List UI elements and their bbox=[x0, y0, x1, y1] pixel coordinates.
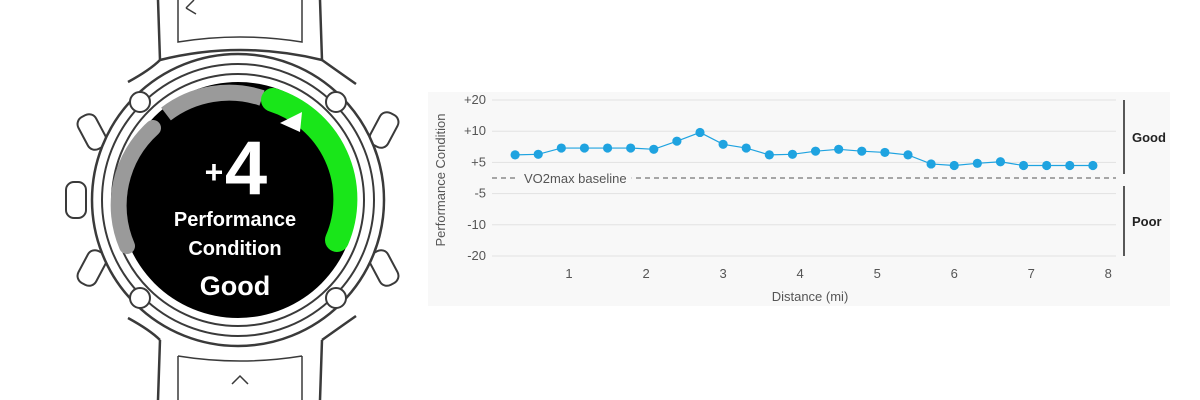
x-tick-label: 5 bbox=[874, 266, 881, 281]
watch-value: 4 bbox=[225, 126, 267, 211]
y-tick-label: -5 bbox=[474, 186, 486, 201]
watch-button-right-upper bbox=[368, 111, 400, 149]
baseline-label-background bbox=[519, 170, 632, 187]
data-point bbox=[695, 127, 705, 138]
watch-strap-top-inner bbox=[177, 0, 303, 43]
watch-label-line2: Condition bbox=[188, 238, 281, 260]
bezel-notch-top-right bbox=[325, 91, 347, 113]
performance-chart-panel: +20 +10 +5 -5 -10 -20 VO2max baseline 1 2 3 4 5 6 7 8 D… bbox=[428, 92, 1170, 306]
data-point bbox=[556, 143, 566, 153]
data-point bbox=[810, 146, 821, 156]
x-tick-label: 8 bbox=[1105, 266, 1112, 281]
data-point bbox=[1018, 160, 1029, 171]
y-tick-label: -10 bbox=[467, 217, 486, 232]
watch-strap-top bbox=[156, 0, 324, 62]
data-point bbox=[834, 144, 844, 154]
gauge-segment-poor bbox=[110, 120, 161, 254]
watch-illustration: + 4 Performance Condition Good bbox=[65, 0, 400, 400]
watch-lug-bottom-left bbox=[127, 316, 161, 341]
gauge-pointer-icon bbox=[280, 112, 302, 132]
x-axis-title: Distance (mi) bbox=[772, 289, 849, 304]
y-axis-title: Performance Condition bbox=[433, 114, 448, 247]
data-point bbox=[718, 139, 728, 149]
data-point bbox=[926, 159, 936, 169]
data-point bbox=[764, 150, 774, 160]
series-line bbox=[515, 131, 1093, 167]
data-point bbox=[972, 158, 982, 168]
x-tick-label: 7 bbox=[1028, 266, 1035, 281]
gauge-segment-good bbox=[261, 88, 358, 252]
watch-button-left-middle bbox=[65, 181, 87, 219]
watch-status: Good bbox=[200, 271, 270, 301]
zone-label-poor: Poor bbox=[1132, 214, 1162, 229]
x-tick-label: 2 bbox=[642, 266, 649, 281]
data-point bbox=[649, 144, 659, 154]
data-point bbox=[626, 143, 636, 153]
data-point bbox=[903, 150, 913, 160]
watch-lug-top-left bbox=[127, 59, 161, 84]
zone-label-good: Good bbox=[1132, 130, 1166, 145]
data-point bbox=[880, 147, 890, 158]
y-tick-label: +10 bbox=[464, 123, 486, 138]
bezel-notch-top-left bbox=[129, 91, 151, 113]
y-tick-label: +20 bbox=[464, 92, 486, 107]
y-tick-label: +5 bbox=[471, 154, 486, 169]
gauge-segment-fair bbox=[161, 84, 265, 121]
data-point bbox=[672, 136, 682, 146]
x-tick-label: 4 bbox=[797, 266, 804, 281]
strap-notch-bottom bbox=[231, 374, 249, 385]
bezel-notch-bottom-right bbox=[325, 287, 347, 309]
watch-strap-bottom bbox=[156, 339, 324, 400]
data-point bbox=[1088, 160, 1098, 171]
x-tick-label: 6 bbox=[951, 266, 958, 281]
data-point bbox=[857, 146, 867, 156]
x-tick-label: 3 bbox=[719, 266, 726, 281]
x-tick-label: 1 bbox=[565, 266, 572, 281]
data-point bbox=[741, 143, 751, 153]
data-point bbox=[1065, 160, 1075, 171]
watch-label-line1: Performance bbox=[174, 209, 296, 231]
data-point bbox=[510, 150, 520, 160]
data-point bbox=[995, 157, 1006, 167]
data-point bbox=[579, 143, 590, 153]
data-point bbox=[787, 149, 798, 159]
watch-face bbox=[120, 82, 356, 318]
baseline-label: VO2max baseline bbox=[524, 171, 627, 186]
data-point bbox=[602, 143, 613, 153]
watch-value-sign: + bbox=[205, 154, 224, 190]
strap-diamond-top bbox=[185, 0, 197, 15]
data-point bbox=[533, 149, 543, 159]
watch-strap-bottom-inner bbox=[177, 355, 303, 400]
performance-chart: +20 +10 +5 -5 -10 -20 VO2max baseline 1 2 3 4 5 6 7 8 D… bbox=[433, 92, 1166, 304]
y-tick-label: -20 bbox=[467, 248, 486, 263]
bezel-notch-bottom-left bbox=[129, 287, 151, 309]
watch-lug-top-right bbox=[321, 58, 357, 86]
watch-lug-bottom-right bbox=[321, 314, 357, 342]
data-point bbox=[949, 160, 959, 171]
data-point bbox=[1042, 160, 1052, 171]
